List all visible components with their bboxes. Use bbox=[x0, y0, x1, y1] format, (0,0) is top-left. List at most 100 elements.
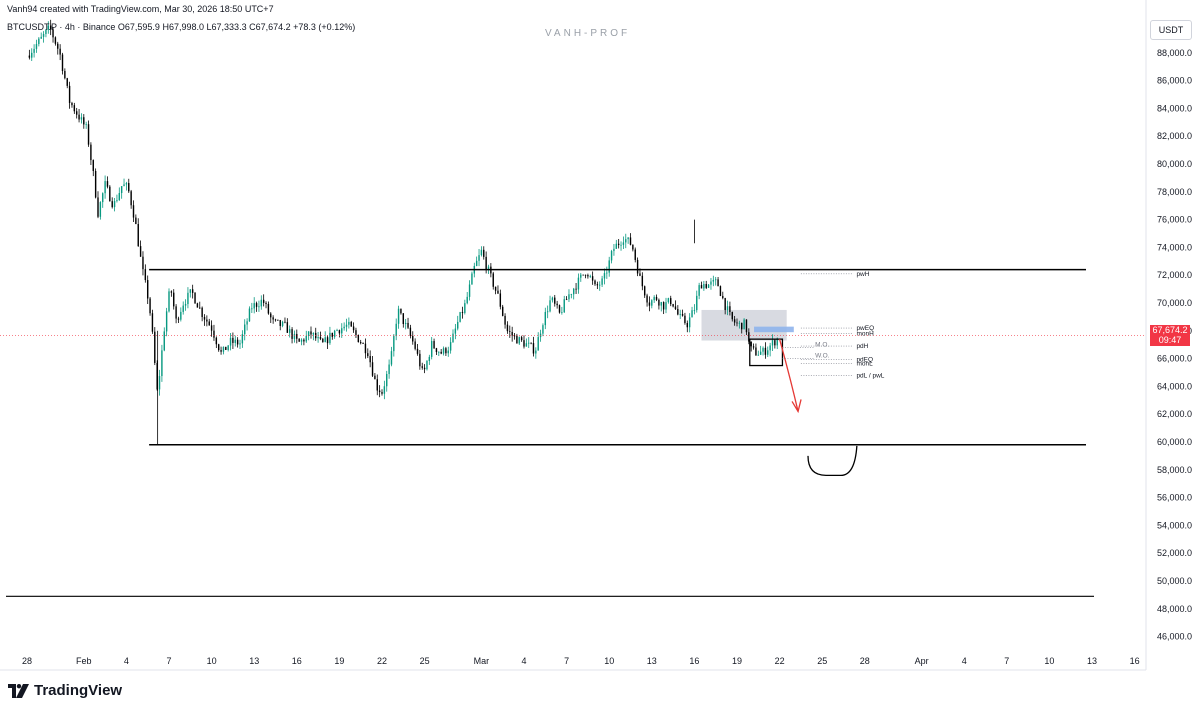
candle-body bbox=[199, 307, 201, 309]
candle-body bbox=[300, 339, 303, 342]
candle-body bbox=[386, 374, 388, 387]
candle-body bbox=[293, 333, 296, 339]
candle-body bbox=[42, 34, 45, 37]
candle bbox=[274, 318, 277, 322]
candle-body bbox=[416, 348, 419, 354]
candle-body bbox=[352, 326, 355, 331]
candle-body bbox=[483, 249, 485, 257]
candle-body bbox=[688, 317, 691, 328]
candle-body bbox=[362, 343, 364, 344]
candle-body bbox=[85, 124, 87, 126]
candle-body bbox=[189, 289, 192, 293]
candle-body bbox=[641, 275, 644, 287]
candle bbox=[556, 300, 558, 309]
candle bbox=[743, 318, 745, 330]
candle bbox=[575, 283, 577, 294]
candle bbox=[698, 282, 700, 300]
candle-body bbox=[73, 105, 76, 112]
candle-body bbox=[530, 342, 532, 344]
x-tick-label: 19 bbox=[732, 656, 742, 666]
candle-body bbox=[286, 322, 289, 333]
tradingview-logo[interactable]: TradingView bbox=[8, 682, 122, 699]
candle bbox=[151, 309, 154, 334]
x-tick-label: 25 bbox=[420, 656, 430, 666]
candle bbox=[305, 330, 307, 343]
candle bbox=[35, 39, 38, 53]
candle bbox=[520, 335, 523, 342]
candle-body bbox=[78, 114, 80, 120]
symbol[interactable]: BTCUSDT.P bbox=[7, 22, 57, 32]
candle-body bbox=[610, 251, 613, 261]
x-tick-label: 7 bbox=[564, 656, 569, 666]
candle bbox=[113, 197, 116, 212]
candle-body bbox=[499, 293, 502, 307]
candle bbox=[123, 178, 125, 187]
candle bbox=[696, 290, 698, 313]
candle-body bbox=[246, 321, 248, 325]
candle bbox=[719, 285, 722, 297]
y-tick-label: 54,000.0 bbox=[1157, 520, 1192, 530]
candle-body bbox=[497, 290, 499, 294]
candle-body bbox=[570, 294, 573, 296]
candle-body bbox=[738, 322, 741, 324]
candle bbox=[90, 142, 92, 166]
candle-body bbox=[556, 303, 558, 306]
candle-body bbox=[651, 300, 653, 306]
candle-body bbox=[262, 299, 265, 303]
candle bbox=[759, 345, 762, 355]
candle-body bbox=[331, 332, 334, 337]
candle bbox=[771, 334, 774, 351]
timeframe[interactable]: 4h bbox=[64, 22, 75, 32]
candle bbox=[402, 313, 405, 328]
candle-body bbox=[355, 330, 357, 335]
y-tick-label: 84,000.0 bbox=[1157, 103, 1192, 113]
candle bbox=[232, 332, 234, 349]
candle bbox=[253, 297, 255, 314]
candle bbox=[748, 328, 750, 345]
candle bbox=[632, 244, 634, 252]
candle-body bbox=[653, 296, 655, 301]
candle-body bbox=[191, 289, 194, 293]
candle-body bbox=[251, 308, 253, 310]
candle bbox=[537, 332, 539, 351]
x-tick-label: 4 bbox=[124, 656, 129, 666]
x-tick-label: 7 bbox=[1004, 656, 1009, 666]
consolidation-box bbox=[749, 338, 784, 367]
candle-body bbox=[348, 321, 350, 325]
candle-body bbox=[546, 311, 549, 313]
candle bbox=[28, 49, 31, 60]
candle bbox=[582, 274, 584, 276]
y-tick-label: 48,000.0 bbox=[1157, 604, 1192, 614]
candle bbox=[208, 318, 210, 326]
candle bbox=[430, 337, 433, 360]
candle-body bbox=[94, 170, 97, 198]
change-value: +78.3 (+0.12%) bbox=[293, 22, 356, 32]
candle bbox=[307, 331, 310, 341]
candle-body bbox=[428, 356, 431, 361]
candle-body bbox=[47, 25, 50, 30]
watermark: VANH-PROF bbox=[545, 28, 631, 39]
candle-body bbox=[506, 324, 509, 332]
candle-body bbox=[414, 341, 416, 349]
candle bbox=[241, 330, 244, 348]
candle-body bbox=[729, 306, 731, 313]
candle-body bbox=[771, 340, 774, 346]
candle-body bbox=[357, 334, 360, 343]
candle bbox=[570, 293, 573, 299]
quote-currency[interactable]: USDT bbox=[1150, 20, 1192, 40]
y-tick-label: 62,000.0 bbox=[1157, 409, 1192, 419]
x-tick-label: 16 bbox=[689, 656, 699, 666]
candle bbox=[445, 346, 447, 356]
candle-body bbox=[698, 285, 700, 296]
candle-body bbox=[128, 183, 130, 192]
x-tick-label: Feb bbox=[76, 656, 92, 666]
candle-body bbox=[341, 328, 343, 334]
candle bbox=[78, 108, 80, 123]
candle-body bbox=[83, 117, 85, 125]
high-value: H67,998.0 bbox=[162, 22, 205, 32]
candle bbox=[414, 338, 416, 351]
candle bbox=[156, 360, 158, 391]
candle-body bbox=[326, 337, 329, 344]
